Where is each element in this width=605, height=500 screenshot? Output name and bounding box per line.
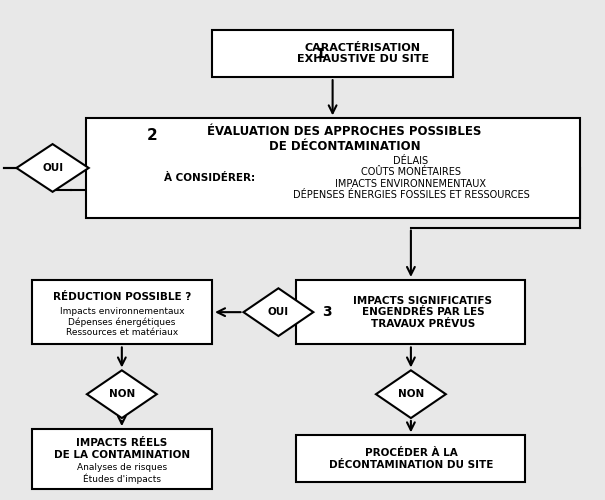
Text: PROCÉDER À LA
DÉCONTAMINATION DU SITE: PROCÉDER À LA DÉCONTAMINATION DU SITE <box>329 448 493 469</box>
Text: DÉLAIS
COÛTS MONÉTAIRES
IMPACTS ENVIRONNEMENTAUX
DÉPENSES ÉNERGIES FOSSILES ET R: DÉLAIS COÛTS MONÉTAIRES IMPACTS ENVIRONN… <box>293 156 529 200</box>
Text: Analyses de risques
Études d'impacts: Analyses de risques Études d'impacts <box>77 463 167 484</box>
FancyBboxPatch shape <box>296 435 525 482</box>
FancyBboxPatch shape <box>31 429 212 488</box>
Text: À CONSIDÉRER:: À CONSIDÉRER: <box>163 173 255 183</box>
Polygon shape <box>16 144 89 192</box>
Text: ÉVALUATION DES APPROCHES POSSIBLES
DE DÉCONTAMINATION: ÉVALUATION DES APPROCHES POSSIBLES DE DÉ… <box>208 125 482 153</box>
Text: 3: 3 <box>322 305 332 319</box>
FancyBboxPatch shape <box>31 280 212 344</box>
Text: Impacts environnementaux
Dépenses énergétiques
Ressources et matériaux: Impacts environnementaux Dépenses énergé… <box>59 307 184 338</box>
Text: NON: NON <box>397 389 424 399</box>
FancyBboxPatch shape <box>86 118 580 218</box>
Text: OUI: OUI <box>268 307 289 317</box>
Text: 1: 1 <box>316 46 325 60</box>
Text: RÉDUCTION POSSIBLE ?: RÉDUCTION POSSIBLE ? <box>53 292 191 302</box>
FancyBboxPatch shape <box>212 30 453 77</box>
Text: OUI: OUI <box>42 163 63 173</box>
Text: NON: NON <box>109 389 135 399</box>
Text: IMPACTS SIGNIFICATIFS
ENGENDRÉS PAR LES
TRAVAUX PRÉVUS: IMPACTS SIGNIFICATIFS ENGENDRÉS PAR LES … <box>353 296 492 329</box>
FancyBboxPatch shape <box>296 280 525 344</box>
Polygon shape <box>243 288 313 336</box>
Text: 2: 2 <box>146 128 157 143</box>
Text: CARACTÉRISATION
EXHAUSTIVE DU SITE: CARACTÉRISATION EXHAUSTIVE DU SITE <box>296 43 429 64</box>
Polygon shape <box>87 370 157 418</box>
Polygon shape <box>376 370 446 418</box>
Text: IMPACTS RÉELS
DE LA CONTAMINATION: IMPACTS RÉELS DE LA CONTAMINATION <box>54 438 190 460</box>
